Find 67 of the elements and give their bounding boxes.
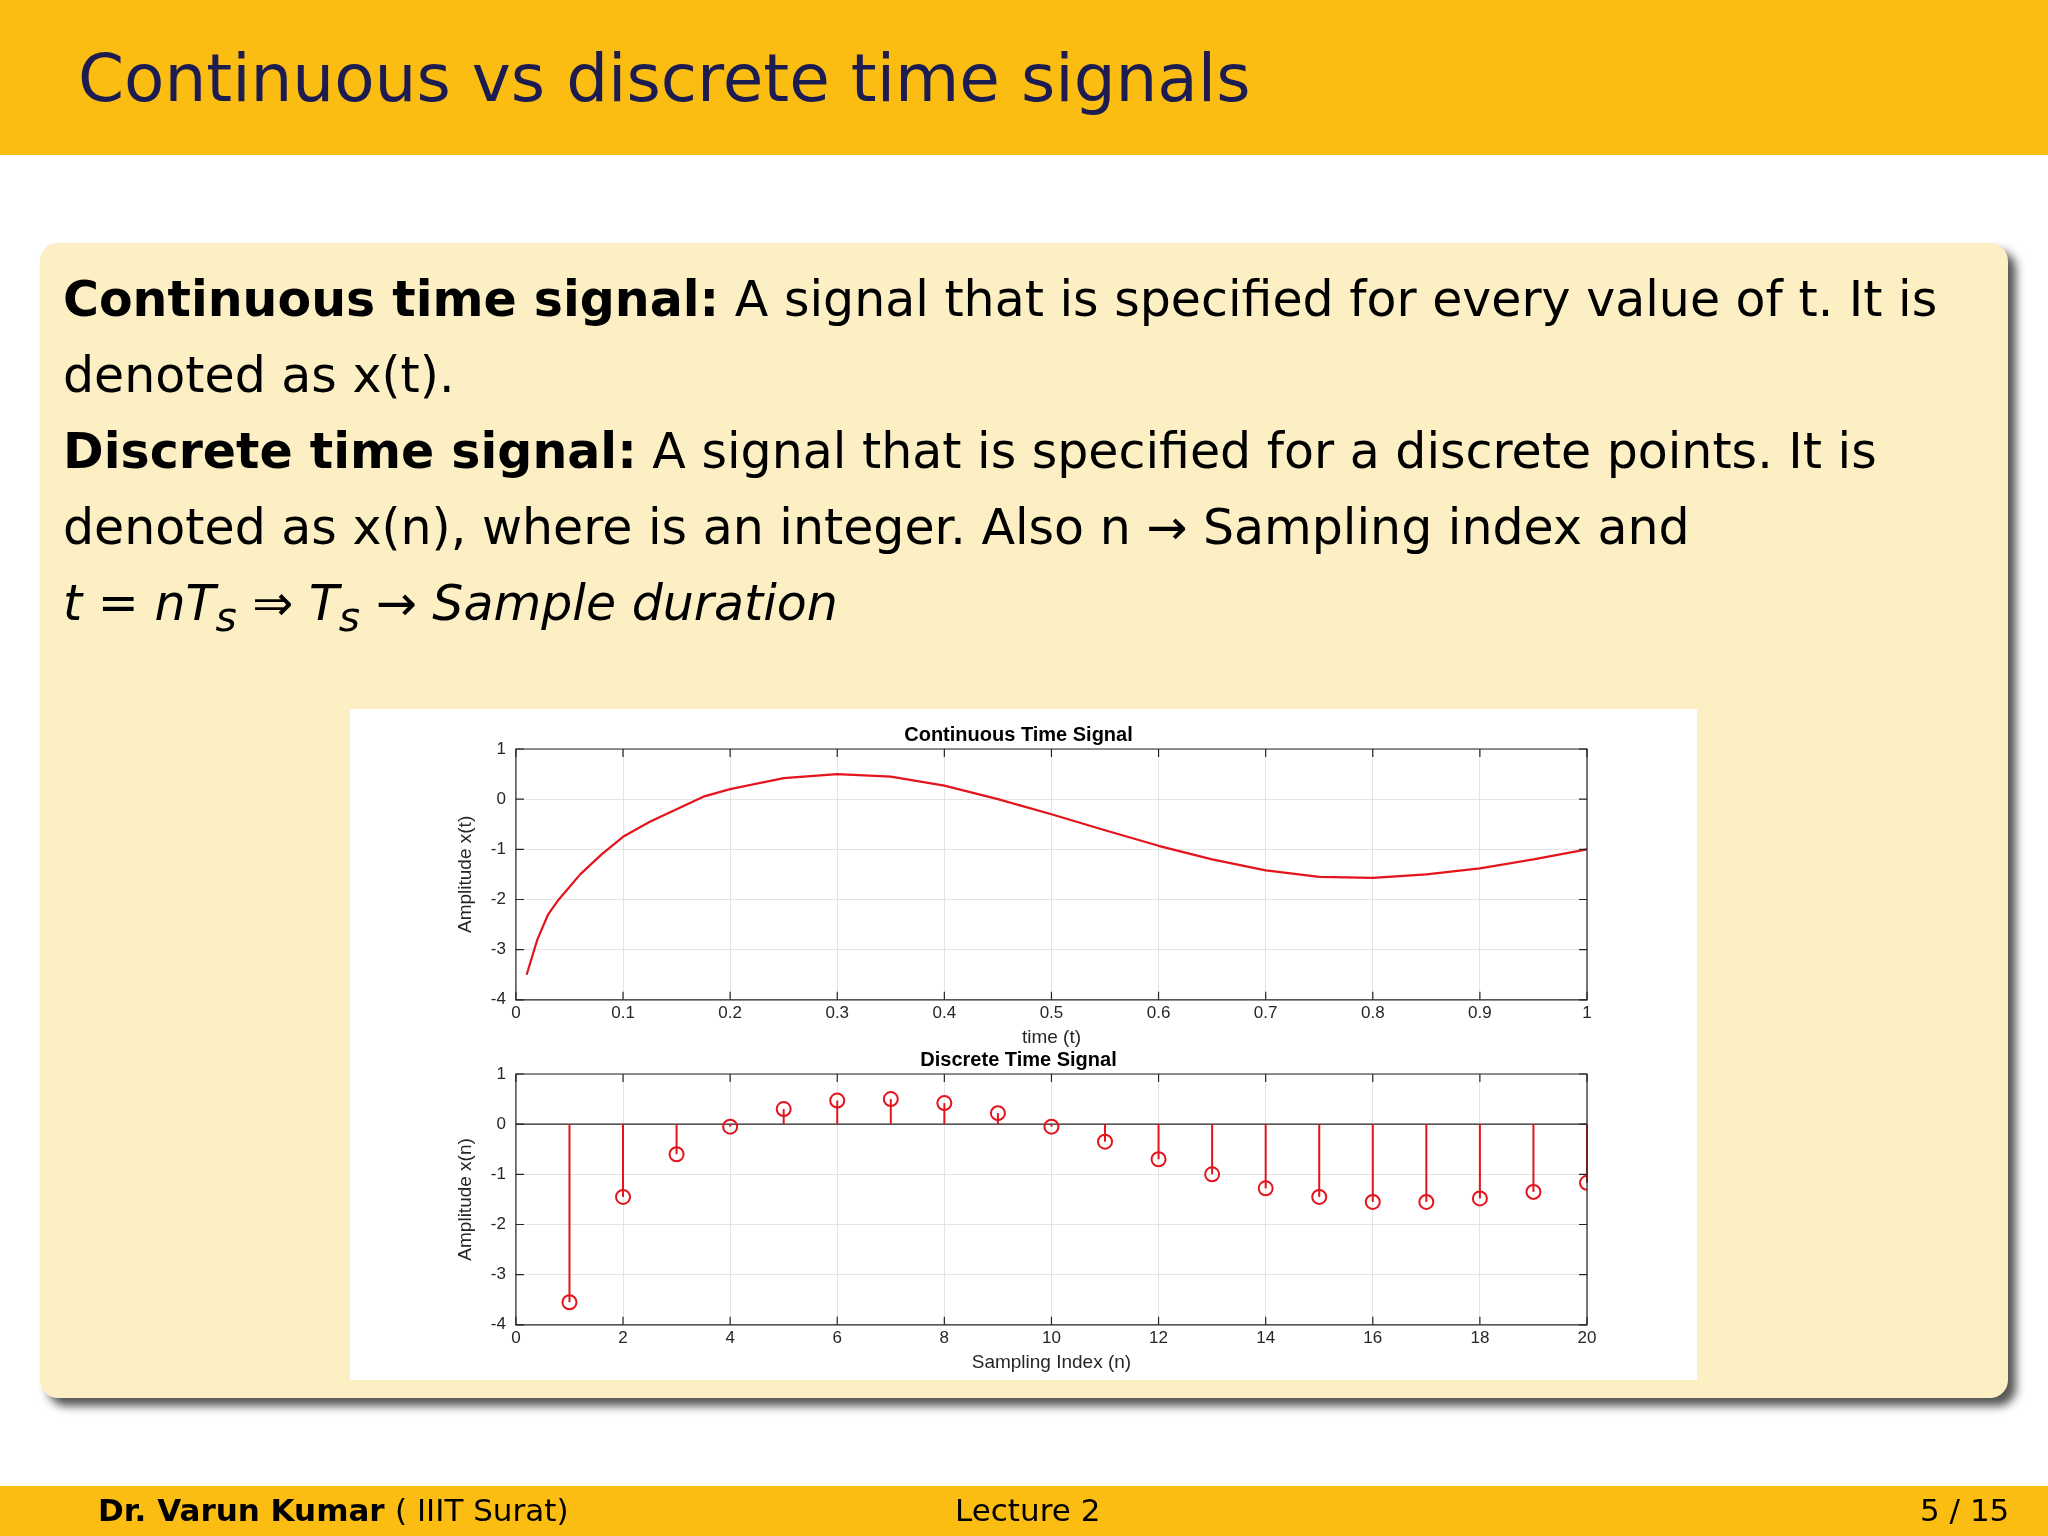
x-tick-label: 0.3: [825, 1002, 850, 1022]
x-tick-label: 12: [1149, 1327, 1169, 1347]
x-tick-label: 6: [832, 1327, 842, 1347]
x-tick-label: 0.4: [932, 1002, 957, 1022]
y-tick-label: -3: [490, 939, 506, 959]
chart-title: Discrete Time Signal: [920, 1047, 1117, 1070]
x-tick-label: 1: [1582, 1002, 1592, 1022]
point: [1311, 1188, 1328, 1205]
point: [668, 1146, 685, 1163]
y-tick-label: 0: [496, 1113, 506, 1133]
chart-title: Continuous Time Signal: [904, 722, 1133, 745]
y-tick-label: -4: [490, 989, 506, 1009]
point: [1204, 1166, 1221, 1183]
text: 5 / 15: [1920, 1492, 2010, 1528]
x-tick-label: 4: [725, 1327, 735, 1347]
x-tick-label: 10: [1042, 1327, 1061, 1347]
x-tick-label: 0.8: [1360, 1002, 1385, 1022]
y-tick-label: -4: [490, 1314, 506, 1334]
x-tick-label: 0.6: [1146, 1002, 1171, 1022]
x-axis-title: time (t): [1021, 1025, 1082, 1047]
point: [722, 1118, 739, 1135]
point: [1471, 1190, 1488, 1207]
point: [1525, 1183, 1542, 1200]
x-tick-label: 0.7: [1253, 1002, 1278, 1022]
y-axis-title: Amplitude x(n): [453, 1138, 475, 1261]
y-tick-label: 1: [496, 1063, 506, 1083]
y-tick-label: -2: [490, 1214, 506, 1234]
y-tick-label: -1: [490, 839, 506, 859]
y-tick-label: -3: [490, 1264, 506, 1284]
x-tick-label: 0.1: [611, 1002, 635, 1022]
point: [615, 1188, 632, 1205]
x-tick-label: 0: [511, 1327, 521, 1347]
point: [989, 1105, 1006, 1122]
x-tick-label: 8: [939, 1327, 950, 1347]
x-axis-title: Sampling Index (n): [971, 1350, 1132, 1372]
text: Continuous time signal:: [63, 271, 720, 328]
x-tick-label: 20: [1577, 1327, 1597, 1347]
text: Discrete time signal:: [63, 423, 637, 480]
text: Lecture 2: [955, 1492, 1101, 1528]
point: [1257, 1180, 1274, 1197]
point: [775, 1101, 792, 1118]
x-tick-label: 18: [1470, 1327, 1490, 1347]
y-tick-label: -2: [490, 889, 506, 909]
x-tick-label: 0.5: [1039, 1002, 1064, 1022]
point: [1364, 1193, 1381, 1210]
y-tick-label: 1: [496, 738, 506, 758]
y-axis-title: Amplitude x(t): [453, 815, 475, 933]
x-tick-label: 0.9: [1468, 1002, 1492, 1022]
point: [1418, 1193, 1435, 1210]
point: [1043, 1118, 1060, 1135]
point: [882, 1091, 899, 1108]
y-tick-label: -1: [490, 1164, 506, 1184]
text: Continuous vs discrete time signals: [78, 40, 1251, 117]
point: [829, 1092, 846, 1109]
point: [936, 1095, 953, 1112]
x-tick-label: 16: [1363, 1327, 1383, 1347]
x-tick-label: 0.2: [718, 1002, 742, 1022]
point: [561, 1294, 578, 1311]
y-tick-label: 0: [496, 788, 506, 808]
point: [1150, 1151, 1167, 1168]
x-tick-label: 14: [1256, 1327, 1276, 1347]
text: t = nT$_{s}$ ⇒ T$_{s}$ → Sample duration: [63, 575, 838, 641]
x-tick-label: 2: [618, 1327, 628, 1347]
text: Dr. Varun Kumar: [98, 1492, 385, 1528]
x-tick-label: 0: [511, 1002, 521, 1022]
text: ( IIIT Surat): [395, 1492, 569, 1528]
point: [1097, 1133, 1114, 1150]
